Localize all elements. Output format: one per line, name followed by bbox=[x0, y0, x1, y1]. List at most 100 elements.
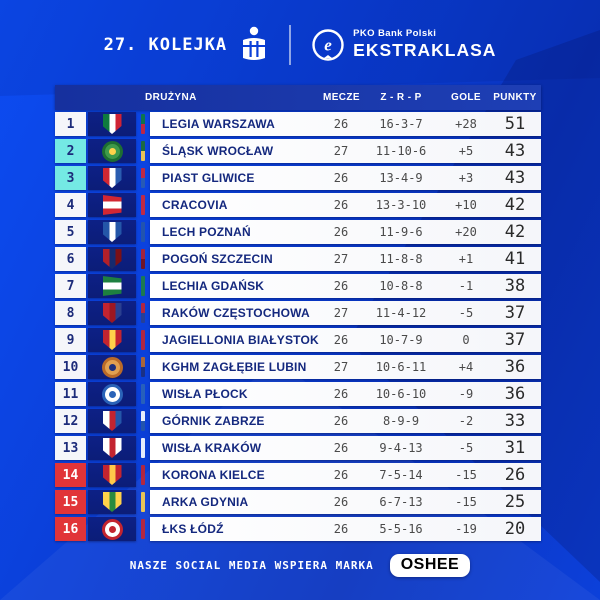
table-row: 16 ŁKS ŁÓDŹ 26 5-5-16 -19 20 bbox=[55, 517, 541, 541]
matches-value: 26 bbox=[333, 117, 349, 131]
crest-cell bbox=[88, 139, 136, 163]
table-row: 1 LEGIA WARSZAWA 26 16-3-7 +28 51 bbox=[55, 112, 541, 136]
table-row: 7 LECHIA GDAŃSK 26 10-8-8 -1 38 bbox=[55, 274, 541, 298]
position-cell: 11 bbox=[55, 382, 86, 406]
record-value: 11-9-6 bbox=[379, 225, 423, 239]
team-color-stripe bbox=[141, 195, 145, 215]
matches-value: 26 bbox=[333, 414, 349, 428]
goals-value: -5 bbox=[458, 306, 474, 320]
svg-text:e: e bbox=[324, 36, 332, 55]
team-crest-icon bbox=[102, 330, 122, 350]
column-header-team: DRUŻYNA bbox=[145, 92, 197, 103]
team-name: RAKÓW CZĘSTOCHOWA bbox=[162, 306, 310, 320]
oshee-sponsor-badge: OSHEE bbox=[389, 554, 471, 577]
table-row: 11 WISŁA PŁOCK 26 10-6-10 -9 36 bbox=[55, 382, 541, 406]
team-stats-cell: GÓRNIK ZABRZE 26 8-9-9 -2 33 bbox=[150, 409, 541, 433]
table-row: 4 CRACOVIA 26 13-3-10 +10 42 bbox=[55, 193, 541, 217]
crest-cell bbox=[88, 355, 136, 379]
team-stats-cell: KORONA KIELCE 26 7-5-14 -15 26 bbox=[150, 463, 541, 487]
team-color-stripe bbox=[141, 168, 145, 188]
team-color-stripe bbox=[141, 222, 145, 242]
matches-value: 27 bbox=[333, 360, 349, 374]
team-name: WISŁA PŁOCK bbox=[162, 387, 248, 401]
team-color-stripe bbox=[141, 492, 145, 512]
goals-value: -15 bbox=[455, 495, 477, 509]
points-value: 42 bbox=[504, 195, 526, 215]
team-crest-icon bbox=[102, 249, 122, 269]
points-value: 36 bbox=[504, 384, 526, 404]
points-value: 33 bbox=[504, 411, 526, 431]
record-value: 6-7-13 bbox=[379, 495, 423, 509]
record-value: 11-10-6 bbox=[375, 144, 427, 158]
stripe-zone bbox=[136, 193, 150, 217]
team-stats-cell: JAGIELLONIA BIAŁYSTOK 26 10-7-9 0 37 bbox=[150, 328, 541, 352]
table-row: 2 ŚLĄSK WROCŁAW 27 11-10-6 +5 43 bbox=[55, 139, 541, 163]
record-value: 10-7-9 bbox=[379, 333, 423, 347]
team-stats-cell: ŚLĄSK WROCŁAW 27 11-10-6 +5 43 bbox=[150, 139, 541, 163]
team-color-stripe bbox=[141, 438, 145, 458]
crest-cell bbox=[88, 490, 136, 514]
ekstraklasa-ball-icon: e bbox=[312, 29, 344, 61]
matches-value: 26 bbox=[333, 198, 349, 212]
position-cell: 7 bbox=[55, 274, 86, 298]
team-color-stripe bbox=[141, 276, 145, 296]
goals-value: +3 bbox=[458, 171, 474, 185]
team-stats-cell: WISŁA PŁOCK 26 10-6-10 -9 36 bbox=[150, 382, 541, 406]
goals-value: -1 bbox=[458, 279, 474, 293]
team-stats-cell: LECHIA GDAŃSK 26 10-8-8 -1 38 bbox=[150, 274, 541, 298]
team-crest-icon bbox=[102, 438, 122, 458]
goals-value: -9 bbox=[458, 387, 474, 401]
team-crest-icon bbox=[102, 114, 122, 134]
team-color-stripe bbox=[141, 465, 145, 485]
team-crest-icon bbox=[101, 140, 123, 162]
crest-cell bbox=[88, 166, 136, 190]
table-row: 15 ARKA GDYNIA 26 6-7-13 -15 25 bbox=[55, 490, 541, 514]
matches-value: 27 bbox=[333, 252, 349, 266]
position-cell: 3 bbox=[55, 166, 86, 190]
crest-center-dot bbox=[108, 525, 116, 533]
position-cell: 15 bbox=[55, 490, 86, 514]
crest-cell bbox=[88, 274, 136, 298]
team-color-stripe bbox=[141, 249, 145, 269]
table-header-row: DRUŻYNA MECZE Z - R - P GOLE PUNKTY bbox=[55, 85, 541, 110]
record-value: 11-4-12 bbox=[375, 306, 427, 320]
league-text: PKO Bank Polski EKSTRAKLASA bbox=[353, 28, 496, 61]
stripe-zone bbox=[136, 301, 150, 325]
matches-value: 26 bbox=[333, 333, 349, 347]
crest-cell bbox=[88, 220, 136, 244]
points-value: 38 bbox=[504, 276, 526, 296]
team-stats-cell: LECH POZNAŃ 26 11-9-6 +20 42 bbox=[150, 220, 541, 244]
league-sponsor: PKO Bank Polski bbox=[353, 28, 437, 40]
team-name: ARKA GDYNIA bbox=[162, 495, 249, 509]
matches-value: 26 bbox=[333, 279, 349, 293]
standings-table: DRUŻYNA MECZE Z - R - P GOLE PUNKTY 1 LE… bbox=[55, 85, 541, 544]
crest-cell bbox=[88, 463, 136, 487]
team-name: KORONA KIELCE bbox=[162, 468, 265, 482]
team-crest-icon bbox=[102, 276, 122, 296]
stripe-zone bbox=[136, 166, 150, 190]
team-stats-cell: PIAST GLIWICE 26 13-4-9 +3 43 bbox=[150, 166, 541, 190]
crest-cell bbox=[88, 301, 136, 325]
table-row: 12 GÓRNIK ZABRZE 26 8-9-9 -2 33 bbox=[55, 409, 541, 433]
stripe-zone bbox=[136, 247, 150, 271]
round-label: 27. KOLEJKA bbox=[103, 35, 228, 55]
position-cell: 4 bbox=[55, 193, 86, 217]
team-name: POGOŃ SZCZECIN bbox=[162, 252, 273, 266]
points-value: 31 bbox=[504, 438, 526, 458]
stripe-zone bbox=[136, 463, 150, 487]
crest-cell bbox=[88, 247, 136, 271]
record-value: 10-8-8 bbox=[379, 279, 423, 293]
points-value: 37 bbox=[504, 303, 526, 323]
position-cell: 8 bbox=[55, 301, 86, 325]
team-color-stripe bbox=[141, 330, 145, 350]
matches-value: 27 bbox=[333, 306, 349, 320]
table-row: 13 WISŁA KRAKÓW 26 9-4-13 -5 31 bbox=[55, 436, 541, 460]
stripe-zone bbox=[136, 355, 150, 379]
team-stats-cell: KGHM ZAGŁĘBIE LUBIN 27 10-6-11 +4 36 bbox=[150, 355, 541, 379]
stripe-zone bbox=[136, 274, 150, 298]
matches-value: 26 bbox=[333, 522, 349, 536]
team-stats-cell: LEGIA WARSZAWA 26 16-3-7 +28 51 bbox=[150, 112, 541, 136]
points-value: 51 bbox=[504, 114, 526, 134]
matches-value: 26 bbox=[333, 171, 349, 185]
ekstraklasa-logo: e PKO Bank Polski EKSTRAKLASA bbox=[311, 28, 496, 62]
